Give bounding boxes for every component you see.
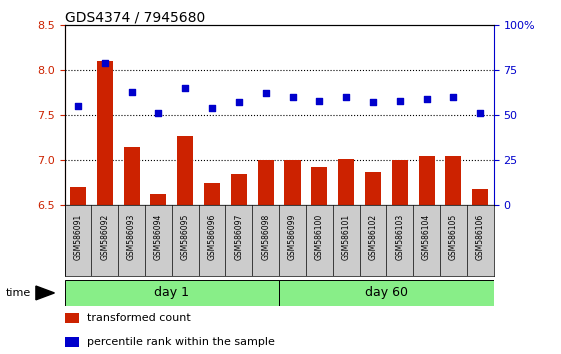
Point xyxy=(315,98,324,103)
Point xyxy=(288,94,297,100)
Bar xyxy=(257,160,274,205)
Point xyxy=(154,110,163,116)
Text: transformed count: transformed count xyxy=(87,313,191,322)
Bar xyxy=(123,147,140,205)
Text: GSM586091: GSM586091 xyxy=(73,214,82,260)
Point xyxy=(73,103,82,109)
Text: GSM586101: GSM586101 xyxy=(342,214,351,260)
Text: day 1: day 1 xyxy=(154,286,189,299)
Text: GSM586102: GSM586102 xyxy=(369,214,378,260)
Bar xyxy=(338,159,354,205)
Text: GSM586106: GSM586106 xyxy=(476,214,485,260)
Point xyxy=(342,94,351,100)
Bar xyxy=(365,172,381,205)
Text: day 60: day 60 xyxy=(365,286,408,299)
Bar xyxy=(204,183,220,205)
Bar xyxy=(279,280,494,306)
Text: GSM586105: GSM586105 xyxy=(449,214,458,260)
Bar xyxy=(177,136,193,205)
Bar xyxy=(96,61,113,205)
Text: time: time xyxy=(6,288,31,298)
Bar xyxy=(231,174,247,205)
Text: GSM586098: GSM586098 xyxy=(261,214,270,260)
Bar xyxy=(284,160,301,205)
Point xyxy=(422,96,431,102)
Point xyxy=(234,99,243,105)
Point xyxy=(396,98,404,103)
Point xyxy=(127,89,136,95)
Bar xyxy=(70,187,86,205)
Bar xyxy=(419,156,435,205)
Text: GSM586092: GSM586092 xyxy=(100,214,109,260)
Text: GSM586093: GSM586093 xyxy=(127,214,136,260)
Text: GSM586103: GSM586103 xyxy=(396,214,404,260)
Point xyxy=(369,99,378,105)
Text: GSM586100: GSM586100 xyxy=(315,214,324,260)
Text: GSM586094: GSM586094 xyxy=(154,214,163,260)
Bar xyxy=(65,313,79,323)
Point xyxy=(208,105,217,111)
Bar xyxy=(472,189,488,205)
Text: percentile rank within the sample: percentile rank within the sample xyxy=(87,337,275,347)
Point xyxy=(181,85,190,91)
Text: GDS4374 / 7945680: GDS4374 / 7945680 xyxy=(65,11,205,25)
Text: GSM586096: GSM586096 xyxy=(208,214,217,260)
Bar xyxy=(445,156,462,205)
Point xyxy=(476,110,485,116)
Point xyxy=(449,94,458,100)
Polygon shape xyxy=(36,286,54,300)
Point xyxy=(261,91,270,96)
Text: GSM586097: GSM586097 xyxy=(234,214,243,260)
Point xyxy=(100,60,109,65)
Bar xyxy=(65,337,79,347)
Bar xyxy=(150,194,167,205)
Bar xyxy=(392,160,408,205)
Text: GSM586104: GSM586104 xyxy=(422,214,431,260)
Bar xyxy=(65,280,279,306)
Text: GSM586095: GSM586095 xyxy=(181,214,190,260)
Text: GSM586099: GSM586099 xyxy=(288,214,297,260)
Bar xyxy=(311,166,328,205)
